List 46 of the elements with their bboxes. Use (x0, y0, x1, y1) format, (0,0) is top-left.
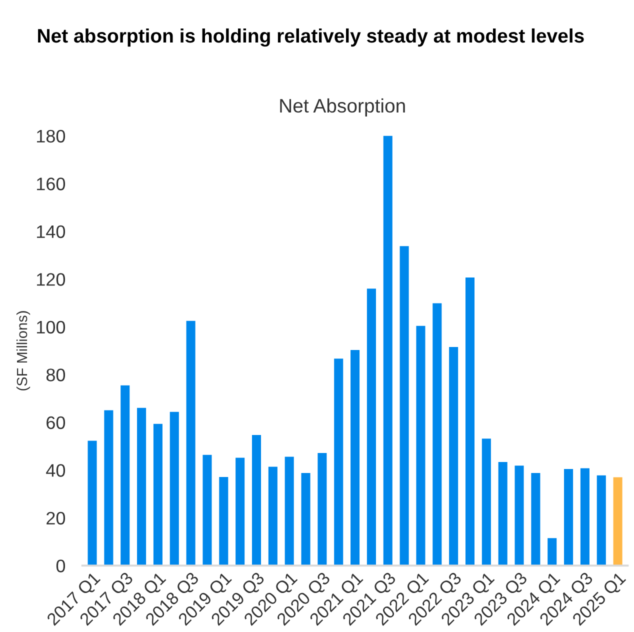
bar (531, 473, 540, 566)
bar (498, 462, 508, 566)
bar (416, 326, 426, 566)
bar (596, 475, 606, 566)
y-tick-label: 60 (46, 416, 66, 430)
bar (284, 456, 294, 566)
y-tick-label: 120 (37, 273, 66, 286)
y-tick-label: 80 (46, 368, 66, 382)
bar (219, 477, 228, 566)
bar (449, 346, 458, 566)
bar (236, 458, 245, 566)
bar (120, 385, 130, 566)
bar (383, 136, 392, 566)
bar (432, 303, 442, 566)
y-tick-label: 140 (37, 225, 66, 238)
bar (170, 412, 179, 566)
bar (482, 438, 491, 566)
y-tick-label: 160 (37, 178, 66, 190)
y-tick-label: 40 (46, 464, 66, 477)
bar (334, 358, 344, 566)
bar (564, 468, 574, 566)
y-tick-label: 20 (46, 512, 66, 525)
bar (548, 538, 557, 566)
y-axis-title: (SF Millions) (16, 311, 30, 390)
bar (252, 435, 262, 566)
bar (514, 466, 524, 566)
bar (268, 466, 278, 566)
chart-title: Net absorption is holding relatively steady at modest levels (38, 28, 584, 47)
y-tick-label: 180 (37, 130, 66, 143)
bar (104, 410, 114, 566)
bar (580, 468, 590, 566)
bar (88, 440, 97, 566)
bar (318, 452, 327, 566)
bar (350, 350, 360, 566)
bar (137, 408, 146, 566)
bar (366, 288, 376, 566)
y-tick-label: 100 (37, 320, 66, 334)
bar (202, 454, 212, 566)
bar (613, 477, 622, 566)
bar (153, 424, 162, 566)
bar (400, 246, 409, 566)
chart-subtitle: Net Absorption (280, 98, 405, 117)
y-tick-label: 0 (56, 560, 66, 572)
bar (186, 320, 196, 566)
bar (301, 473, 310, 566)
bar (465, 277, 475, 566)
